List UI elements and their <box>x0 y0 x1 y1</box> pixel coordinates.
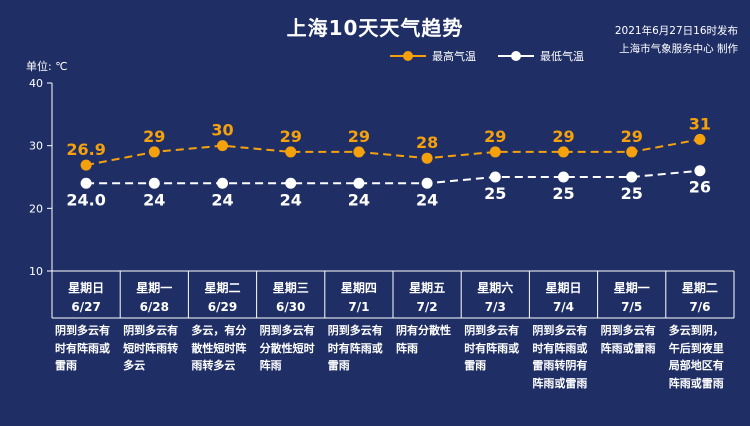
weekday-label: 星期四 <box>341 280 377 295</box>
data-label-low: 25 <box>552 184 574 203</box>
data-point-high <box>80 159 92 171</box>
date-label: 7/3 <box>485 300 506 314</box>
weekday-label: 星期二 <box>682 280 718 295</box>
legend-low-marker <box>498 51 534 61</box>
series-line-low <box>86 169 700 185</box>
y-axis-unit: 单位: ℃ <box>26 60 68 73</box>
date-label: 6/27 <box>71 300 100 314</box>
data-label-high: 29 <box>280 127 302 146</box>
data-label-low: 24 <box>280 190 302 209</box>
weekday-label: 星期一 <box>136 280 172 295</box>
date-label: 7/5 <box>621 300 642 314</box>
weekday-label: 星期二 <box>204 280 240 295</box>
y-tick-label: 30 <box>29 140 43 153</box>
data-label-high: 30 <box>211 121 233 140</box>
data-label-low: 26 <box>689 178 711 197</box>
data-label-high: 29 <box>552 127 574 146</box>
weather-description: 多云，有分 散性短时阵 雨转多云 <box>191 324 247 372</box>
legend-item-low: 最低气温 <box>498 48 584 64</box>
data-label-high: 28 <box>416 133 438 152</box>
weather-description: 阴到多云有 时有阵雨或 雷雨 <box>327 324 383 372</box>
data-label-low: 25 <box>621 184 643 203</box>
data-label-high: 26.9 <box>66 140 105 159</box>
chart-legend: 最高气温 最低气温 <box>390 48 606 64</box>
data-point-low <box>626 171 638 183</box>
date-label: 7/2 <box>417 300 438 314</box>
publisher: 上海市气象服务中心 制作 <box>619 43 738 55</box>
date-label: 7/1 <box>348 300 369 314</box>
data-point-low <box>285 177 297 189</box>
date-label: 6/28 <box>140 300 169 314</box>
data-point-low <box>80 177 92 189</box>
weekday-label: 星期日 <box>68 280 104 295</box>
data-point-high <box>558 146 569 158</box>
data-label-high: 29 <box>348 127 370 146</box>
y-tick-label: 40 <box>29 77 43 90</box>
data-label-high: 29 <box>621 127 643 146</box>
data-point-high <box>353 146 365 158</box>
weekday-label: 星期一 <box>614 280 650 295</box>
data-point-low <box>694 165 706 177</box>
legend-high-marker <box>390 51 426 61</box>
data-point-high <box>626 146 638 158</box>
weather-description: 阴到多云有 分散性短时 阵雨 <box>259 324 315 372</box>
data-label-high: 31 <box>689 114 711 133</box>
date-label: 7/6 <box>689 300 710 314</box>
data-point-high <box>148 146 160 158</box>
data-point-low <box>558 171 569 183</box>
legend-low-label: 最低气温 <box>540 50 584 63</box>
date-label: 6/30 <box>276 300 305 314</box>
weekday-label: 星期三 <box>273 280 309 295</box>
data-label-high: 29 <box>143 127 165 146</box>
publish-time: 2021年6月27日16时发布 <box>614 25 738 37</box>
data-point-low <box>421 177 433 189</box>
data-label-low: 24.0 <box>66 190 105 209</box>
y-tick-label: 20 <box>29 202 43 215</box>
weather-description: 阴到多云有 时有阵雨或 雷雨转阴有 阵雨或雷雨 <box>532 324 588 390</box>
data-point-high <box>217 140 228 152</box>
weather-description: 阴到多云有 短时阵雨转 多云 <box>123 324 179 372</box>
date-label: 7/4 <box>553 300 574 314</box>
weekday-label: 星期日 <box>545 280 581 295</box>
data-label-low: 25 <box>484 184 506 203</box>
weather-description: 阴有分散性 阵雨 <box>396 324 451 355</box>
data-label-low: 24 <box>143 190 165 209</box>
data-point-high <box>694 133 706 145</box>
weather-description: 阴到多云有 阵雨或雷雨 <box>600 324 656 355</box>
data-point-high <box>285 146 297 158</box>
data-label-high: 29 <box>484 127 506 146</box>
legend-high-label: 最高气温 <box>432 50 476 63</box>
data-label-low: 24 <box>211 190 233 209</box>
weekday-label: 星期六 <box>477 280 513 295</box>
data-point-high <box>489 146 501 158</box>
data-label-low: 24 <box>416 190 438 209</box>
weather-description: 阴到多云有 时有阵雨或 雷雨 <box>55 324 110 372</box>
publish-info: 2021年6月27日16时发布 上海市气象服务中心 制作 <box>615 22 738 58</box>
data-point-high <box>421 152 433 164</box>
weekday-label: 星期五 <box>409 280 445 295</box>
weather-description: 多云到阴， 午后到夜里 局部地区有 阵雨或雷雨 <box>668 324 724 390</box>
series-line-high <box>85 138 701 167</box>
data-point-low <box>217 177 228 189</box>
chart-title: 上海10天天气趋势 <box>286 16 464 40</box>
data-point-low <box>353 177 365 189</box>
date-label: 6/29 <box>208 300 237 314</box>
data-point-low <box>148 177 160 189</box>
legend-item-high: 最高气温 <box>390 48 476 64</box>
data-label-low: 24 <box>348 190 370 209</box>
y-tick-label: 10 <box>29 265 43 278</box>
weather-description: 阴到多云有 时有阵雨或 雷雨 <box>464 324 520 372</box>
data-point-low <box>489 171 501 183</box>
